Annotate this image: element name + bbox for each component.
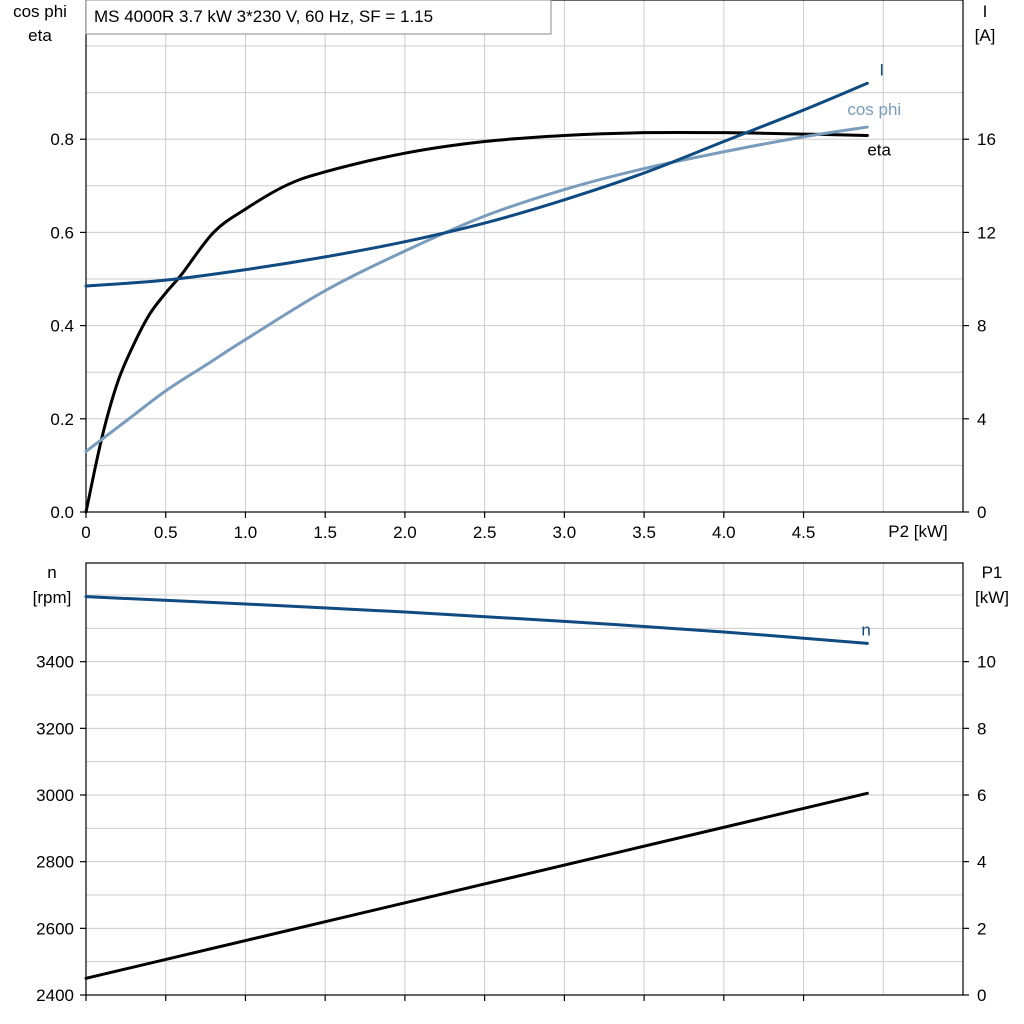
y-right-tick-label: 12 <box>977 223 996 242</box>
top-grid <box>86 0 964 512</box>
y-left-tick-label: 0.4 <box>50 317 74 336</box>
bottom-plot-frame <box>85 562 964 996</box>
top-right-axis-label-line1: I <box>983 2 988 21</box>
y-right-tick-label: 0 <box>977 503 986 522</box>
y-left-tick-label: 0.2 <box>50 410 74 429</box>
bottom-y-left-tick-label: 2800 <box>36 853 74 872</box>
bottom-y-left-tick-label: 3200 <box>36 719 74 738</box>
bottom-y-right-tick-label: 0 <box>977 986 986 1005</box>
chart-title-box <box>85 0 552 35</box>
x-tick-label: 3.5 <box>632 523 656 542</box>
series-line-eta <box>84 130 869 514</box>
top-left-axis-label-line1: cos phi <box>13 2 67 21</box>
top-ticks <box>80 138 969 518</box>
chart-title: MS 4000R 3.7 kW 3*230 V, 60 Hz, SF = 1.1… <box>94 7 433 26</box>
top-panel: 0 0.5 1.0 1.5 2.0 2.5 3.0 3.5 4.0 4.5 0.0 0.2 0.4 0.6… <box>13 0 996 542</box>
bottom-y-left-tick-label: 2400 <box>36 986 74 1005</box>
x-tick-label: 1.0 <box>234 523 258 542</box>
series-label-cos-phi: cos phi <box>847 100 901 119</box>
series-label-i: I <box>879 60 884 79</box>
bottom-grid <box>86 563 964 995</box>
bottom-ticks <box>80 661 969 1001</box>
top-plot-frame <box>85 0 964 513</box>
bottom-y-right-tick-label: 10 <box>977 653 996 672</box>
y-right-tick-label: 16 <box>977 130 996 149</box>
bottom-labels: 2400 2600 2800 3000 3200 3400 0 2 4 6 8 10 n <box>36 620 996 1005</box>
bottom-y-right-tick-label: 2 <box>977 919 986 938</box>
y-right-tick-label: 4 <box>977 410 986 429</box>
x-tick-label: 4.0 <box>712 523 736 542</box>
top-right-axis-label-line2: [A] <box>975 26 996 45</box>
top-labels: 0 0.5 1.0 1.5 2.0 2.5 3.0 3.5 4.0 4.5 0.0 0.2 0.4 0.6… <box>50 60 996 542</box>
x-tick-label: 2.0 <box>393 523 417 542</box>
series-line-i <box>84 81 869 288</box>
series-line-p1 <box>84 791 869 980</box>
bottom-curves <box>84 595 869 980</box>
x-tick-label: 3.0 <box>553 523 577 542</box>
top-left-axis-label-line2: eta <box>28 26 52 45</box>
bottom-y-left-tick-label: 3400 <box>36 653 74 672</box>
y-right-tick-label: 8 <box>977 317 986 336</box>
bottom-right-axis-label-line2: [kW] <box>975 588 1009 607</box>
bottom-y-right-tick-label: 4 <box>977 853 986 872</box>
x-tick-label: 1.5 <box>313 523 337 542</box>
y-left-tick-label: 0.8 <box>50 130 74 149</box>
bottom-y-right-tick-label: 8 <box>977 719 986 738</box>
bottom-y-left-tick-label: 3000 <box>36 786 74 805</box>
bottom-y-left-tick-label: 2600 <box>36 919 74 938</box>
series-line-n <box>84 595 869 645</box>
bottom-right-axis-label-line1: P1 <box>982 563 1003 582</box>
series-line-cos-phi <box>84 125 869 453</box>
series-label-n: n <box>861 620 870 639</box>
x-tick-label: 0 <box>81 523 90 542</box>
bottom-y-right-tick-label: 6 <box>977 786 986 805</box>
y-left-tick-label: 0.6 <box>50 223 74 242</box>
y-left-tick-label: 0.0 <box>50 503 74 522</box>
top-curves <box>84 81 869 514</box>
bottom-left-axis-label-line2: [rpm] <box>33 588 72 607</box>
x-axis-label: P2 [kW] <box>888 522 948 541</box>
series-label-eta: eta <box>867 140 891 159</box>
bottom-left-axis-label-line1: n <box>47 563 56 582</box>
x-tick-label: 2.5 <box>473 523 497 542</box>
x-tick-label: 0.5 <box>154 523 178 542</box>
x-tick-label: 4.5 <box>792 523 816 542</box>
bottom-panel: 2400 2600 2800 3000 3200 3400 0 2 4 6 8 10 n n [rpm]… <box>33 562 1009 1005</box>
